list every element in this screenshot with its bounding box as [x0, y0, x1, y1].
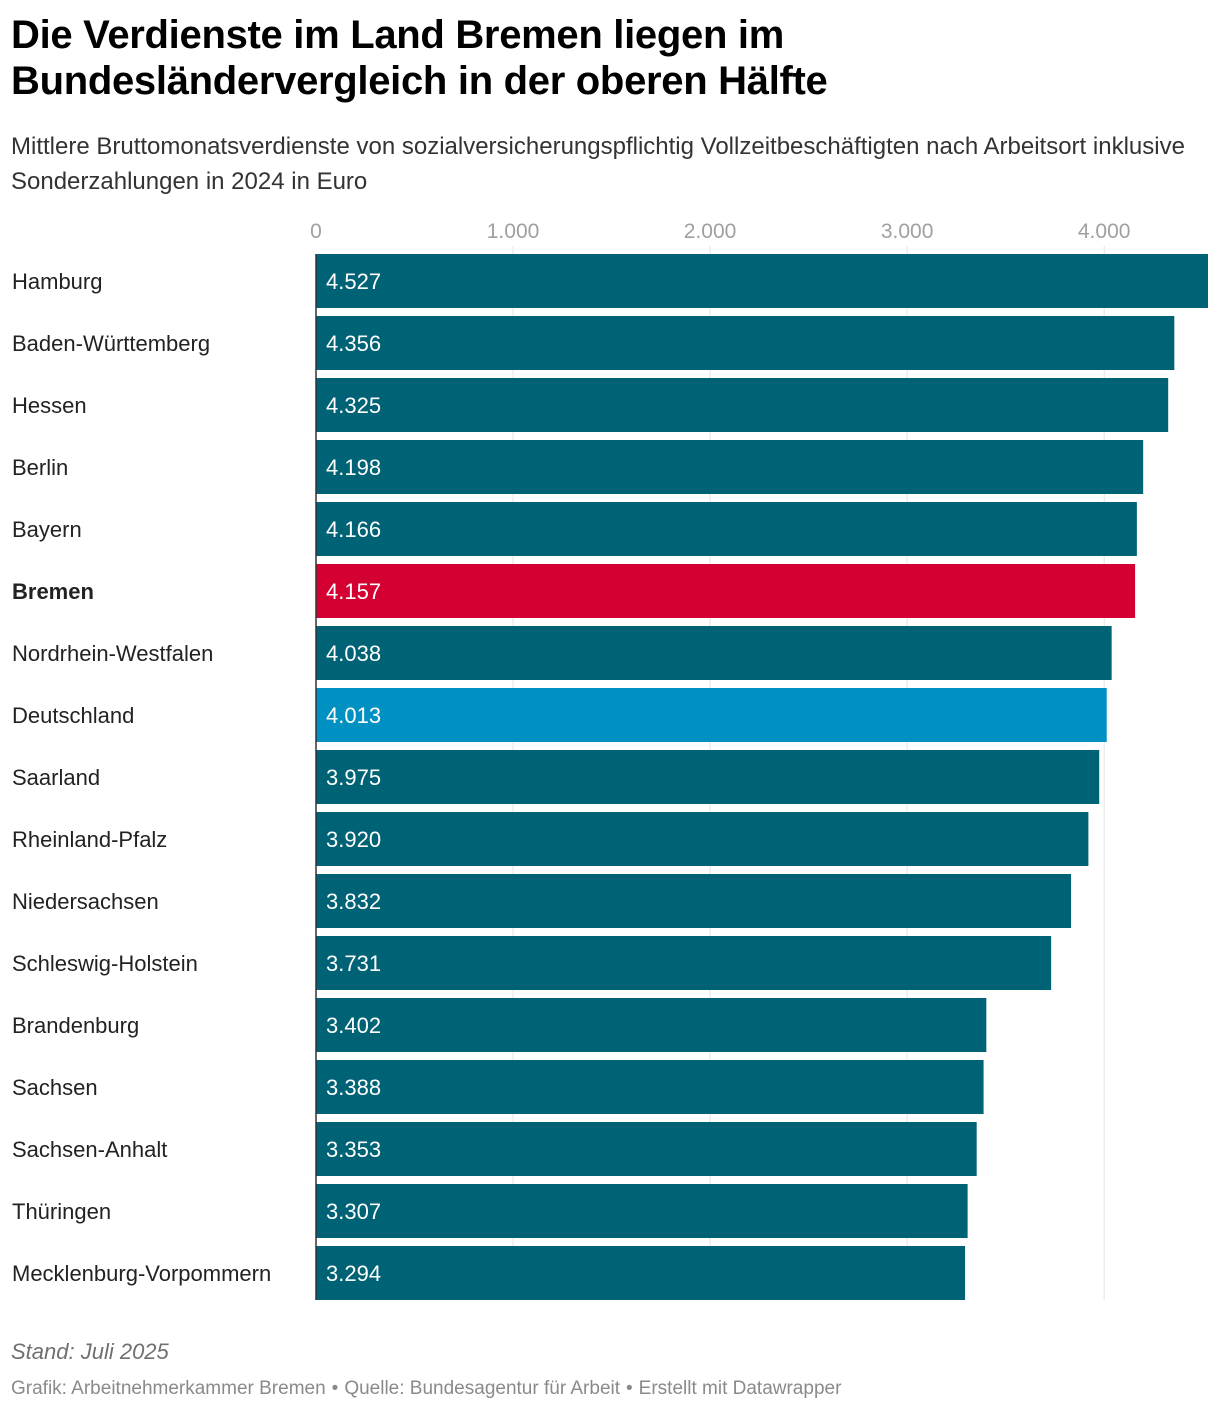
- credit-graphic: Grafik: Arbeitnehmerkammer Bremen: [11, 1378, 326, 1399]
- credit-separator: •: [331, 1378, 339, 1399]
- chart-title: Die Verdienste im Land Bremen liegen im …: [11, 13, 828, 103]
- bars: [316, 254, 1208, 1300]
- value-label: 4.157: [326, 579, 381, 604]
- value-label: 3.353: [326, 1137, 381, 1162]
- value-label: 3.920: [326, 827, 381, 852]
- bar: [316, 874, 1072, 928]
- category-label: Hamburg: [12, 269, 102, 294]
- category-label: Thüringen: [12, 1199, 111, 1224]
- value-label: 4.198: [326, 455, 381, 480]
- category-label: Baden-Württemberg: [12, 331, 210, 356]
- value-label: 4.527: [326, 269, 381, 294]
- bar: [316, 316, 1175, 370]
- x-axis-ticks: 0 1.000 2.000 3.000 4.000: [310, 220, 1130, 243]
- bar: [316, 626, 1112, 680]
- credit-tool: Erstellt mit Datawrapper: [638, 1378, 842, 1399]
- credit-source: Quelle: Bundesagentur für Arbeit: [344, 1378, 621, 1399]
- bar: [316, 502, 1137, 556]
- bar: [316, 1246, 966, 1300]
- x-tick-label: 3.000: [881, 220, 934, 243]
- bar-chart: 0 1.000 2.000 3.000 4.000 Hamburg Baden-Württ…: [12, 220, 1208, 1300]
- category-label: Niedersachsen: [12, 889, 159, 914]
- value-label: 4.166: [326, 517, 381, 542]
- category-label: Sachsen: [12, 1075, 98, 1100]
- value-label: 3.975: [326, 765, 381, 790]
- value-label: 4.356: [326, 331, 381, 356]
- bar: [316, 254, 1208, 308]
- value-labels: 4.527 4.356 4.325 4.198 4.166 4.157 4.038 4.013…: [326, 269, 381, 1286]
- bar: [316, 688, 1107, 742]
- value-label: 4.325: [326, 393, 381, 418]
- category-label: Deutschland: [12, 703, 134, 728]
- category-label: Bayern: [12, 517, 82, 542]
- category-label: Sachsen-Anhalt: [12, 1137, 167, 1162]
- x-tick-label: 1.000: [487, 220, 540, 243]
- bar: [316, 1184, 968, 1238]
- bar: [316, 440, 1144, 494]
- category-label: Bremen: [12, 579, 94, 604]
- bar: [316, 378, 1169, 432]
- value-label: 3.388: [326, 1075, 381, 1100]
- category-label: Rheinland-Pfalz: [12, 827, 167, 852]
- category-label: Saarland: [12, 765, 100, 790]
- bar: [316, 812, 1089, 866]
- value-label: 3.402: [326, 1013, 381, 1038]
- value-label: 3.832: [326, 889, 381, 914]
- category-label: Mecklenburg-Vorpommern: [12, 1261, 271, 1286]
- credit-separator: •: [626, 1378, 633, 1399]
- category-labels: Hamburg Baden-Württemberg Hessen Berlin Baye…: [12, 269, 271, 1286]
- value-label: 3.307: [326, 1199, 381, 1224]
- footer-note: Stand: Juli 2025: [11, 1339, 169, 1364]
- bar: [316, 936, 1052, 990]
- category-label: Schleswig-Holstein: [12, 951, 198, 976]
- bar: [316, 564, 1136, 618]
- bar: [316, 1122, 977, 1176]
- value-label: 4.038: [326, 641, 381, 666]
- value-label: 4.013: [326, 703, 381, 728]
- category-label: Berlin: [12, 455, 68, 480]
- bar: [316, 1060, 984, 1114]
- x-tick-label: 0: [310, 220, 322, 243]
- bar: [316, 998, 987, 1052]
- category-label: Brandenburg: [12, 1013, 139, 1038]
- footer-credit: Grafik: Arbeitnehmerkammer Bremen • Quelle…: [11, 1378, 841, 1400]
- value-label: 3.294: [326, 1261, 381, 1286]
- category-label: Nordrhein-Westfalen: [12, 641, 213, 666]
- bar: [316, 750, 1100, 804]
- x-tick-label: 4.000: [1078, 220, 1131, 243]
- category-label: Hessen: [12, 393, 87, 418]
- x-tick-label: 2.000: [684, 220, 737, 243]
- chart-subtitle: Mittlere Bruttomonatsverdienste von sozi…: [11, 133, 1185, 195]
- value-label: 3.731: [326, 951, 381, 976]
